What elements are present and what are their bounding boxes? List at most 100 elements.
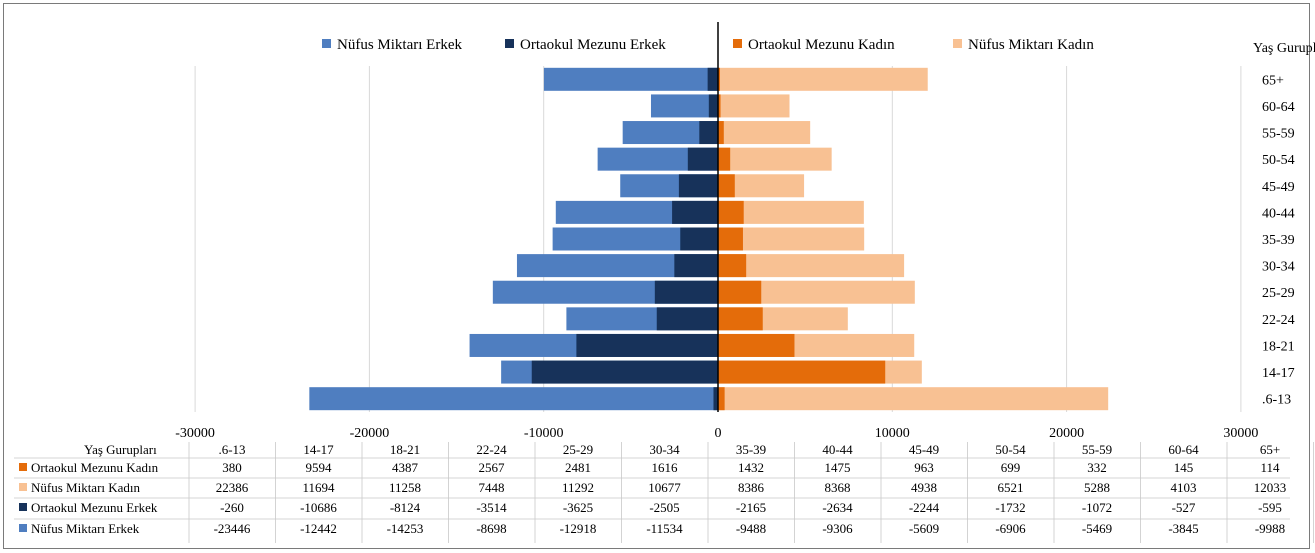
table-cell-nufus-miktari-erkek-50-54: -6906 [995, 521, 1026, 536]
table-cell-ortaokul-mezunu-erkek-18-21: -8124 [390, 500, 421, 515]
table-cell-nufus-miktari-kadin-45-49: 4938 [911, 480, 937, 495]
bar-ortaokul-mezunu-erkek-55-59 [699, 121, 718, 145]
table-cell-ortaokul-mezunu-erkek-30-34: -2505 [649, 500, 679, 515]
bar-nufus-miktari-erkek-35-39 [552, 227, 718, 251]
bar-ortaokul-mezunu-erkek-65 [707, 67, 718, 91]
table-cell-nufus-miktari-erkek-60-64: -3845 [1168, 521, 1198, 536]
bar-ortaokul-mezunu-erkek-30-34 [674, 254, 718, 278]
table-cell-ortaokul-mezunu-kadin-65: 114 [1260, 460, 1280, 475]
x-tick-label-30000: 30000 [1223, 426, 1258, 441]
bar-ortaokul-mezunu-erkek-22-24 [656, 307, 718, 331]
table-header-label: Yaş Gurupları [84, 442, 157, 457]
x-tick-label-10000: 10000 [875, 426, 910, 441]
table-cell-ortaokul-mezunu-kadin-25-29: 2481 [565, 460, 591, 475]
table-cell-ortaokul-mezunu-kadin-55-59: 332 [1087, 460, 1107, 475]
bar-ortaokul-mezunu-erkek-50-54 [687, 147, 718, 171]
table-cell-nufus-miktari-kadin-18-21: 11258 [389, 480, 421, 495]
x-tick-label-0: 0 [715, 426, 722, 441]
bar-ortaokul-mezunu-kadin-18-21 [718, 333, 795, 357]
table-row-label-nufus-miktari-kadin: Nüfus Miktarı Kadın [31, 480, 141, 495]
bar-ortaokul-mezunu-kadin-30-34 [718, 254, 747, 278]
table-cell-nufus-miktari-kadin-14-17: 11694 [302, 480, 335, 495]
table-cell-ortaokul-mezunu-erkek-45-49: -2244 [909, 500, 940, 515]
x-tick-labels: -30000 -20000 -10000 0 10000 20000 30000 [175, 426, 1258, 441]
table-cell-ortaokul-mezunu-kadin-6-13: 380 [222, 460, 242, 475]
bars [309, 67, 1109, 411]
table-header-14-17: 14-17 [303, 442, 334, 457]
x-tick-label-30000: -30000 [175, 426, 215, 441]
table-header-55-59: 55-59 [1082, 442, 1112, 457]
bar-ortaokul-mezunu-kadin-14-17 [718, 360, 886, 384]
table-row-label-ortaokul-mezunu-kadin: Ortaokul Mezunu Kadın [31, 460, 159, 475]
bar-ortaokul-mezunu-kadin-25-29 [718, 280, 762, 304]
table-cell-ortaokul-mezunu-erkek-25-29: -3625 [563, 500, 593, 515]
bar-ortaokul-mezunu-erkek-35-39 [680, 227, 718, 251]
table-cell-nufus-miktari-kadin-25-29: 11292 [562, 480, 594, 495]
table-cell-ortaokul-mezunu-kadin-22-24: 2567 [479, 460, 506, 475]
bar-nufus-miktari-kadin-60-64 [718, 94, 790, 118]
bar-ortaokul-mezunu-erkek-40-44 [672, 200, 718, 224]
table-cell-nufus-miktari-kadin-22-24: 7448 [479, 480, 505, 495]
bar-nufus-miktari-kadin-55-59 [718, 121, 811, 145]
table-swatch-ortaokul-mezunu-erkek [19, 503, 27, 511]
table-header-30-34: 30-34 [649, 442, 680, 457]
table-cell-nufus-miktari-erkek-45-49: -5609 [909, 521, 939, 536]
bar-ortaokul-mezunu-erkek-60-64 [708, 94, 718, 118]
y-tick-labels: .6-13 14-17 18-21 22-24 25-29 30-34 35-39 40-44… [1262, 73, 1295, 407]
legend-swatch-nufus-miktari-kadin [953, 39, 962, 48]
y-tick-label-6-13: .6-13 [1262, 393, 1291, 408]
table-cell-nufus-miktari-kadin-60-64: 4103 [1171, 480, 1197, 495]
table-cell-nufus-miktari-erkek-55-59: -5469 [1082, 521, 1112, 536]
table-cell-ortaokul-mezunu-erkek-35-39: -2165 [736, 500, 766, 515]
table-cell-nufus-miktari-erkek-40-44: -9306 [822, 521, 853, 536]
bar-nufus-miktari-kadin-45-49 [718, 174, 805, 198]
table-header-18-21: 18-21 [390, 442, 420, 457]
x-tick-label-10000: -10000 [524, 426, 564, 441]
table-cell-ortaokul-mezunu-erkek-14-17: -10686 [300, 500, 337, 515]
bar-nufus-miktari-erkek-60-64 [650, 94, 718, 118]
table-header-6-13: .6-13 [218, 442, 245, 457]
bar-nufus-miktari-erkek-55-59 [622, 121, 718, 145]
table-cell-nufus-miktari-erkek-18-21: -14253 [387, 521, 424, 536]
y-tick-label-45-49: 45-49 [1262, 180, 1295, 195]
table-header-45-49: 45-49 [909, 442, 939, 457]
y-tick-label-40-44: 40-44 [1262, 206, 1295, 221]
legend: Nüfus Miktarı Erkek Ortaokul Mezunu Erkek… [322, 37, 1094, 53]
table-header-60-64: 60-64 [1168, 442, 1199, 457]
table-cell-ortaokul-mezunu-kadin-18-21: 4387 [392, 460, 419, 475]
table-swatch-ortaokul-mezunu-kadin [19, 463, 27, 471]
table-cell-ortaokul-mezunu-erkek-40-44: -2634 [822, 500, 853, 515]
table-cell-nufus-miktari-kadin-30-34: 10677 [648, 480, 681, 495]
table-cell-nufus-miktari-erkek-6-13: -23446 [214, 521, 251, 536]
bar-ortaokul-mezunu-kadin-55-59 [718, 121, 724, 145]
y-tick-label-50-54: 50-54 [1262, 153, 1295, 168]
table-header-65: 65+ [1260, 442, 1280, 457]
table-row-label-ortaokul-mezunu-erkek: Ortaokul Mezunu Erkek [31, 500, 158, 515]
table-cell-nufus-miktari-erkek-30-34: -11534 [646, 521, 683, 536]
legend-label-nufus-miktari-erkek: Nüfus Miktarı Erkek [337, 37, 462, 53]
table-cell-nufus-miktari-erkek-22-24: -8698 [476, 521, 506, 536]
bar-nufus-miktari-kadin-65 [718, 67, 928, 91]
y-tick-label-35-39: 35-39 [1262, 233, 1295, 248]
y-tick-label-25-29: 25-29 [1262, 286, 1295, 301]
bar-nufus-miktari-kadin-25-29 [718, 280, 915, 304]
table-cell-nufus-miktari-erkek-25-29: -12918 [560, 521, 597, 536]
bar-ortaokul-mezunu-erkek-14-17 [531, 360, 718, 384]
table-cell-nufus-miktari-erkek-14-17: -12442 [300, 521, 337, 536]
y-tick-label-30-34: 30-34 [1262, 260, 1295, 275]
table-row-label-nufus-miktari-erkek: Nüfus Miktarı Erkek [31, 521, 140, 536]
table-swatch-nufus-miktari-kadin [19, 483, 27, 491]
table-cell-nufus-miktari-kadin-65: 12033 [1254, 480, 1287, 495]
table-cell-nufus-miktari-erkek-65: -9988 [1255, 521, 1285, 536]
legend-swatch-ortaokul-mezunu-kadin [733, 39, 742, 48]
y-tick-label-14-17: 14-17 [1262, 366, 1295, 381]
bar-ortaokul-mezunu-erkek-18-21 [576, 333, 718, 357]
bar-nufus-miktari-kadin-40-44 [718, 200, 864, 224]
bar-ortaokul-mezunu-erkek-25-29 [654, 280, 718, 304]
bar-nufus-miktari-kadin-35-39 [718, 227, 865, 251]
table-cell-ortaokul-mezunu-erkek-65: -595 [1258, 500, 1282, 515]
bar-ortaokul-mezunu-kadin-22-24 [718, 307, 763, 331]
data-table: Yaş Gurupları .6-13 14-17 18-21 22-24 25-29 30… [14, 442, 1314, 543]
bar-ortaokul-mezunu-kadin-50-54 [718, 147, 731, 171]
